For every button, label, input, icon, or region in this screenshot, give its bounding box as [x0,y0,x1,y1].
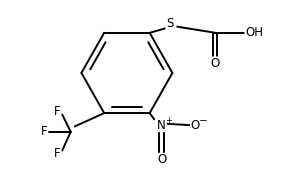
Text: −: − [199,116,208,126]
Text: +: + [165,116,172,125]
Text: S: S [166,17,173,30]
Text: O: O [157,153,166,166]
Text: N: N [157,119,166,132]
Text: S: S [166,17,173,30]
Text: O: O [157,153,166,166]
Text: O: O [210,57,220,70]
Text: F: F [41,125,47,138]
Text: OH: OH [245,26,263,39]
Text: OH: OH [245,26,263,39]
Text: F: F [54,105,61,118]
Text: O: O [210,57,220,70]
Text: N: N [157,119,166,132]
Text: F: F [41,125,47,138]
Text: O: O [191,119,200,132]
Text: F: F [54,147,61,160]
Text: O: O [191,119,200,132]
Text: F: F [54,147,61,160]
Text: F: F [54,105,61,118]
